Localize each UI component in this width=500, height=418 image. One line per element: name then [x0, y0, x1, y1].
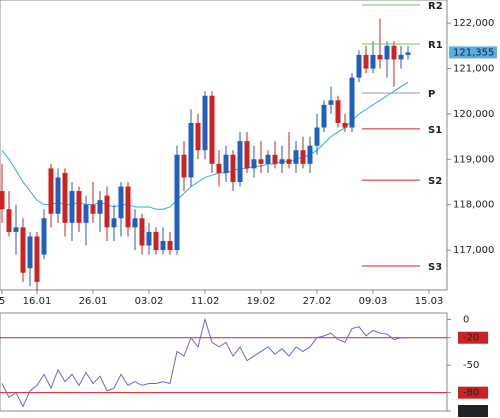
candle-body	[230, 154, 236, 182]
y-tick-label: 117,000	[453, 245, 494, 256]
candle-body	[398, 54, 404, 60]
y-tick-label: 122,000	[453, 18, 494, 29]
y-tick-box	[458, 386, 488, 399]
candle-body	[321, 104, 327, 128]
x-tick-label: 03.02	[135, 296, 164, 307]
candle-body	[335, 100, 341, 123]
candle-body	[251, 159, 257, 169]
candle-body	[195, 122, 201, 151]
candle-body	[111, 218, 117, 228]
indicator-line	[1, 317, 408, 408]
x-tick-label: 26.01	[79, 296, 108, 307]
pivot-label: S2	[428, 176, 442, 187]
candle-body	[216, 163, 222, 173]
candle-body	[265, 154, 271, 164]
pivot-label: R1	[428, 40, 443, 51]
candle-body	[167, 240, 173, 251]
candle-body	[384, 45, 390, 60]
candle-body	[181, 154, 187, 178]
candle-body	[34, 236, 40, 282]
candle-body	[377, 54, 383, 60]
candle-body	[6, 209, 12, 232]
candle-body	[391, 45, 397, 60]
candle-body	[90, 204, 96, 214]
y-tick-label: -80	[463, 388, 479, 399]
candle-body	[258, 159, 264, 164]
x-tick-label: 11.02	[191, 296, 220, 307]
candle-body	[55, 177, 61, 214]
candle-body	[363, 54, 369, 69]
y-tick-label: 0	[463, 314, 469, 325]
x-tick-label: 19.02	[247, 296, 276, 307]
candle-body	[118, 186, 124, 219]
candle-body	[244, 141, 250, 169]
candle-body	[293, 150, 299, 164]
x-tick-label: 5	[0, 296, 5, 307]
candle-body	[27, 236, 33, 269]
candle-body	[188, 122, 194, 178]
y-tick-label: -100	[463, 406, 486, 417]
candle-body	[328, 100, 334, 105]
x-tick-label: 15.03	[415, 296, 444, 307]
candle-body	[279, 159, 285, 164]
y-tick-label: 121,000	[453, 64, 494, 75]
candle-body	[370, 54, 376, 69]
candle-body	[342, 122, 348, 128]
pivot-label: S1	[428, 125, 442, 136]
x-tick-label: 09.03	[359, 296, 388, 307]
pivot-label: R2	[428, 1, 443, 12]
candle-body	[307, 145, 313, 164]
candle-body	[48, 168, 54, 214]
candle-body	[405, 52, 411, 55]
candle-body	[104, 195, 110, 228]
y-tick-box	[458, 331, 488, 344]
x-tick-label: 16.01	[23, 296, 52, 307]
candle-body	[202, 95, 208, 151]
candle-body	[286, 159, 292, 164]
candle-body	[132, 218, 138, 228]
candle-body	[0, 191, 5, 210]
candle-body	[356, 54, 362, 78]
candle-body	[139, 218, 145, 246]
y-tick-label: -50	[463, 360, 479, 371]
candle-body	[174, 154, 180, 251]
candle-body	[160, 240, 166, 251]
last-price-label: 121,355	[453, 47, 494, 58]
candle-body	[349, 77, 355, 128]
candle-body	[125, 186, 131, 228]
indicator-panel	[0, 312, 448, 412]
pivot-label: P	[428, 89, 435, 100]
candle-body	[83, 204, 89, 223]
candle-body	[69, 191, 75, 223]
candle-body	[300, 150, 306, 164]
y-tick-box	[458, 405, 488, 417]
candle-body	[314, 127, 320, 146]
candle-body	[223, 154, 229, 173]
pivot-label: S3	[428, 262, 442, 273]
candle-body	[62, 172, 68, 223]
y-tick-label: -20	[463, 333, 479, 344]
candle-body	[272, 154, 278, 164]
candle-body	[76, 191, 82, 223]
candle-body	[209, 95, 215, 164]
candle-body	[237, 141, 243, 182]
candle-body	[41, 218, 47, 255]
candle-body	[153, 231, 159, 251]
candle-body	[97, 200, 103, 214]
y-tick-label: 118,000	[453, 200, 494, 211]
y-tick-label: 119,000	[453, 154, 494, 165]
candle-body	[13, 227, 19, 232]
x-tick-label: 27.02	[303, 296, 332, 307]
last-price-box	[449, 46, 497, 59]
candle-body	[146, 231, 152, 246]
y-tick-label: 120,000	[453, 109, 494, 120]
candle-body	[20, 227, 26, 273]
